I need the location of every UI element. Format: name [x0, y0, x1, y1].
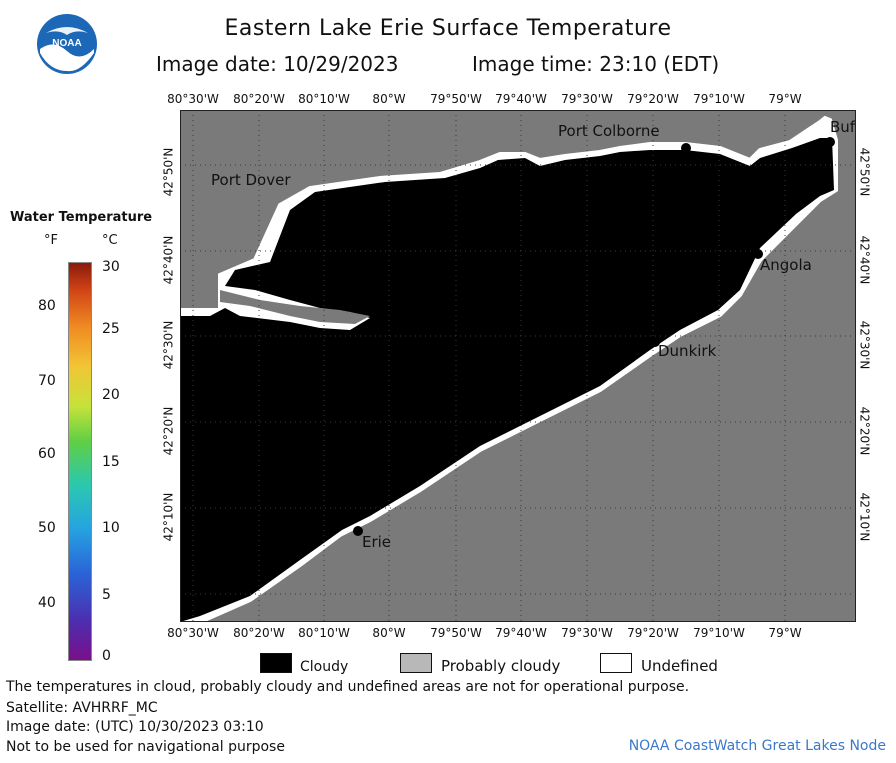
- erie-marker: [353, 526, 363, 536]
- lon-label: 79°30'W: [561, 92, 613, 106]
- c-tick: 5: [102, 587, 111, 603]
- longitude-axis-bottom: 80°30'W 80°20'W 80°10'W 80°W 79°50'W 79°…: [0, 626, 896, 642]
- f-tick: 50: [38, 520, 56, 536]
- lat-label: 42°20'N: [161, 406, 176, 456]
- lat-label: 42°50'N: [857, 147, 872, 197]
- legend-label-undefined: Undefined: [641, 657, 718, 675]
- temperature-colorbar: [68, 262, 92, 661]
- lon-label: 80°10'W: [298, 92, 350, 106]
- noaa-logo: NOAA: [36, 13, 98, 75]
- lat-label: 42°10'N: [161, 492, 176, 542]
- lon-label: 80°30'W: [167, 92, 219, 106]
- lon-label: 79°W: [768, 92, 802, 106]
- legend-label-probably-cloudy: Probably cloudy: [441, 657, 561, 675]
- c-tick: 0: [102, 648, 111, 664]
- lon-label: 79°30'W: [561, 626, 613, 640]
- graticule: [180, 110, 856, 622]
- longitude-axis-top: 80°30'W 80°20'W 80°10'W 80°W 79°50'W 79°…: [0, 92, 896, 108]
- image-date: Image date: 10/29/2023: [156, 52, 399, 76]
- c-tick: 10: [102, 520, 120, 536]
- satellite-text: Satellite: AVHRRF_MC: [6, 700, 158, 716]
- f-tick: 70: [38, 373, 56, 389]
- place-erie: Erie: [362, 533, 392, 551]
- lon-label: 79°W: [768, 626, 802, 640]
- lon-label: 80°10'W: [298, 626, 350, 640]
- unit-celsius: °C: [102, 233, 118, 248]
- disclaimer-text: The temperatures in cloud, probably clou…: [6, 679, 690, 695]
- map-frame: [180, 110, 856, 622]
- f-tick: 60: [38, 446, 56, 462]
- lat-label: 42°50'N: [161, 147, 176, 197]
- c-tick: 15: [102, 454, 120, 470]
- place-angola: Angola: [760, 256, 812, 274]
- lat-label: 42°40'N: [857, 235, 872, 285]
- port-colborne-marker: [681, 143, 691, 153]
- cloud-area: [180, 138, 834, 622]
- colorbar-title: Water Temperature: [10, 210, 153, 225]
- lon-label: 79°40'W: [495, 92, 547, 106]
- legend-swatch-cloudy: [260, 653, 292, 673]
- lon-label: 79°50'W: [430, 626, 482, 640]
- c-tick: 20: [102, 387, 120, 403]
- image-time: Image time: 23:10 (EDT): [472, 52, 720, 76]
- buffalo-marker: [825, 137, 835, 147]
- legend-label-cloudy: Cloudy: [300, 659, 349, 675]
- lon-label: 80°W: [372, 626, 406, 640]
- lat-label: 42°20'N: [857, 406, 872, 456]
- f-tick: 40: [38, 595, 56, 611]
- map-canvas: [178, 110, 856, 624]
- lon-label: 80°30'W: [167, 626, 219, 640]
- credit-text: NOAA CoastWatch Great Lakes Node: [628, 738, 886, 754]
- f-tick: 80: [38, 298, 56, 314]
- dunkirk-marker: [650, 337, 660, 347]
- c-tick: 25: [102, 321, 120, 337]
- angola-marker: [753, 249, 763, 259]
- nav-warning-text: Not to be used for navigational purpose: [6, 739, 285, 755]
- page-title: Eastern Lake Erie Surface Temperature: [224, 16, 672, 41]
- place-buffalo: Buf: [830, 118, 856, 136]
- legend-swatch-undefined: [600, 653, 632, 673]
- place-port-colborne: Port Colborne: [558, 122, 660, 140]
- lon-label: 79°40'W: [495, 626, 547, 640]
- lat-label: 42°10'N: [857, 492, 872, 542]
- long-point-peninsula: [220, 290, 370, 324]
- logo-text: NOAA: [52, 38, 81, 49]
- lon-label: 80°20'W: [233, 626, 285, 640]
- utc-date-text: Image date: (UTC) 10/30/2023 03:10: [6, 719, 264, 735]
- lat-label: 42°30'N: [857, 320, 872, 370]
- lat-label: 42°40'N: [161, 235, 176, 285]
- legend-swatch-probably-cloudy: [400, 653, 432, 673]
- lon-label: 79°20'W: [627, 626, 679, 640]
- lon-label: 79°20'W: [627, 92, 679, 106]
- lon-label: 79°50'W: [430, 92, 482, 106]
- lon-label: 80°W: [372, 92, 406, 106]
- unit-fahrenheit: °F: [44, 233, 58, 248]
- place-port-dover: Port Dover: [211, 171, 291, 189]
- c-tick: 30: [102, 259, 120, 275]
- lon-label: 79°10'W: [693, 92, 745, 106]
- lake-map: Port Colborne Buf Port Dover Angola Dunk…: [178, 110, 856, 624]
- place-dunkirk: Dunkirk: [658, 342, 717, 360]
- lon-label: 79°10'W: [693, 626, 745, 640]
- lat-label: 42°30'N: [161, 320, 176, 370]
- lon-label: 80°20'W: [233, 92, 285, 106]
